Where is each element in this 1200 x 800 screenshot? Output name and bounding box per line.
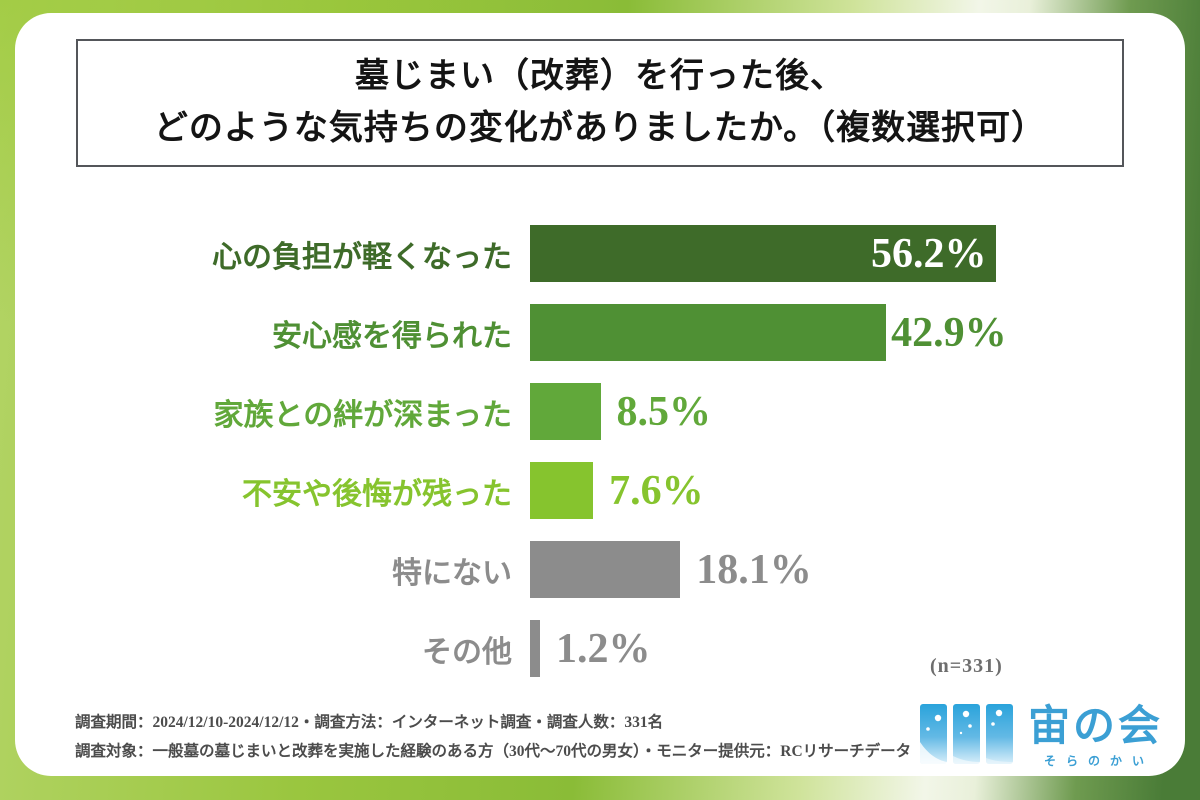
logo-text: 宙の会 そらのかい [1028, 702, 1163, 769]
footer-line-2: 調査対象：一般墓の墓じまいと改葬を実施した経験のある方（30代～70代の男女）・… [75, 743, 912, 760]
category-label: 心の負担が軽くなった [212, 240, 512, 274]
three-window-panels-icon [920, 704, 1013, 764]
chart-row: その他 1.2% [15, 609, 1185, 688]
title-line-1: 墓じまい（改葬）を行った後、 [355, 58, 845, 95]
value-label: 42.9% [891, 309, 1007, 356]
category-label: 特にない [392, 556, 512, 590]
survey-question-title-box: 墓じまい（改葬）を行った後、 どのような気持ちの変化がありましたか。（複数選択可… [76, 39, 1124, 167]
logo-company-name: 宙の会 [1028, 702, 1164, 749]
company-logo: 宙の会 そらのかい [920, 702, 1163, 769]
bar [530, 541, 681, 598]
value-label: 18.1% [696, 546, 812, 593]
chart-row: 家族との絆が深まった 8.5% [15, 372, 1185, 451]
chart-row: 特にない 18.1% [15, 530, 1185, 609]
bar [530, 620, 540, 677]
infographic-card: 墓じまい（改葬）を行った後、 どのような気持ちの変化がありましたか。（複数選択可… [15, 13, 1185, 776]
chart-row: 安心感を得られた 42.9% [15, 293, 1185, 372]
value-label: 8.5% [616, 388, 712, 435]
footer-line-1: 調査期間：2024/12/10-2024/12/12・調査方法：インターネット調… [75, 714, 664, 731]
category-label: その他 [422, 635, 512, 669]
sample-size-note: (n=331) [930, 655, 1003, 677]
chart-row: 不安や後悔が残った 7.6% [15, 451, 1185, 530]
category-label: 安心感を得られた [272, 319, 512, 353]
bar-chart: 心の負担が軽くなった 56.2% 安心感を得られた 42.9% 家族との絆が深まった 8.… [15, 214, 1185, 688]
bar [530, 462, 594, 519]
category-label: 家族との絆が深まった [213, 398, 513, 432]
bar [530, 383, 601, 440]
survey-methodology-footer: 調査期間：2024/12/10-2024/12/12・調査方法：インターネット調… [75, 708, 911, 766]
title-line-2: どのような気持ちの変化がありましたか。（複数選択可） [153, 110, 1047, 147]
category-label: 不安や後悔が残った [242, 477, 512, 511]
value-label: 7.6% [609, 467, 704, 514]
bar: 56.2% [530, 225, 997, 282]
value-label: 56.2% [870, 230, 987, 277]
chart-row: 心の負担が軽くなった 56.2% [15, 214, 1185, 293]
value-label: 1.2% [555, 625, 651, 672]
bar [530, 304, 887, 361]
logo-furigana: そらのかい [1044, 754, 1155, 768]
